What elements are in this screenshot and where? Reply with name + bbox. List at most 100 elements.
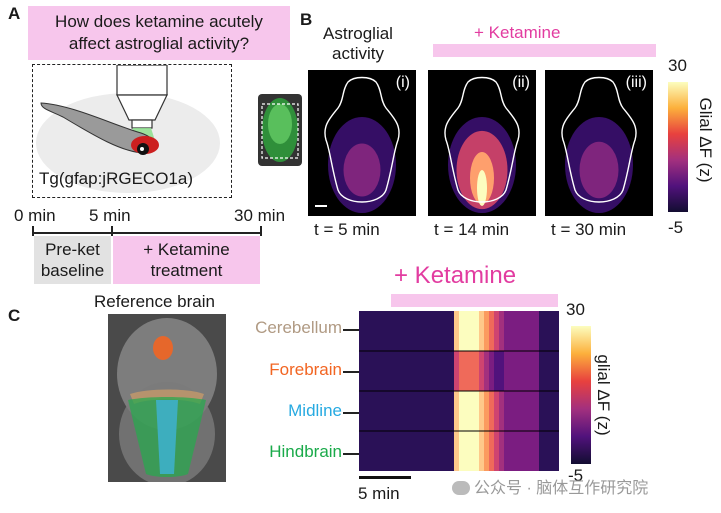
ketamine-label-b: + Ketamine (474, 23, 561, 42)
heatmap-cell (419, 351, 425, 391)
heatmap-cell (394, 431, 400, 471)
heatmap-cell (524, 351, 530, 391)
heatmap-cell (424, 311, 430, 351)
heatmap-cell (469, 311, 475, 351)
heatmap-cell (364, 351, 370, 391)
colorbar-b (668, 82, 688, 212)
colorbar-b-min: -5 (668, 218, 684, 237)
heatmap-cell (484, 311, 490, 351)
colorbar-c-max: 30 (566, 300, 585, 319)
timeline-tick-0: 0 min (14, 206, 56, 225)
heatmap-cell (514, 351, 520, 391)
panel-a-letter: A (8, 4, 21, 23)
heatmap-cell (429, 311, 435, 351)
heatmap-cell (504, 391, 510, 431)
heatmap-cell (394, 391, 400, 431)
treatment-line-2: treatment (150, 261, 223, 280)
heatmap-cell (424, 431, 430, 471)
heatmap-cell (444, 391, 450, 431)
fish-line-label: Tg(gfap:jRGECO1a) (39, 169, 193, 188)
astroglial-title-line-2: activity (332, 44, 384, 63)
heatmap-cell (509, 431, 515, 471)
heatmap-cell (374, 351, 380, 391)
heatmap-cell (404, 311, 410, 351)
heatmap-cell (514, 311, 520, 351)
heatmap-cell (384, 311, 390, 351)
fish-illustration (36, 65, 220, 193)
region-connector-line (343, 371, 359, 373)
heatmap-cell (499, 311, 505, 351)
heatmap-cell (414, 351, 420, 391)
heatmap-cell (389, 311, 395, 351)
heatmap-cell (434, 431, 440, 471)
heatmap-cell (424, 391, 430, 431)
heatmap-cell (499, 431, 505, 471)
panel-time-label: t = 30 min (551, 220, 627, 239)
heatmap-cell (359, 311, 365, 351)
heatmap-cell (379, 311, 385, 351)
watermark: 公众号 · 脑体互作研究院 (452, 474, 648, 498)
heatmap-cell (474, 431, 480, 471)
heatmap-cell (384, 351, 390, 391)
heatmap-cell (494, 351, 500, 391)
heatmap-cell (479, 351, 485, 391)
region-label-forebrain: Forebrain (269, 360, 342, 379)
heatmap-cell (429, 351, 435, 391)
region-label-midline: Midline (288, 401, 342, 420)
colorbar-c (571, 326, 591, 464)
heatmap-cell (419, 391, 425, 431)
colorbar-c-min: -5 (568, 466, 584, 485)
heatmap-cell (539, 311, 545, 351)
region-connector-line (343, 329, 359, 331)
heatmap-cell (554, 391, 560, 431)
heatmap-cell (404, 351, 410, 391)
brain-activity-map (561, 76, 637, 213)
heatmap-cell (374, 431, 380, 471)
heatmap-cell (514, 391, 520, 431)
heatmap-cell (374, 311, 380, 351)
heatmap-cell (409, 351, 415, 391)
region-connector-line (343, 453, 359, 455)
heatmap-cell (489, 431, 495, 471)
heatmap-cell (459, 311, 465, 351)
heatmap-cell (529, 431, 535, 471)
heatmap-cell (409, 431, 415, 471)
astroglial-title-line-1: Astroglial (323, 24, 393, 43)
question-line-1: How does ketamine acutely (55, 12, 263, 31)
heatmap-cell (409, 311, 415, 351)
heatmap-cell (554, 431, 560, 471)
heatmap-cell (539, 391, 545, 431)
heatmap-cell (429, 431, 435, 471)
colorbar-b-max: 30 (668, 56, 687, 75)
heatmap-cell (369, 431, 375, 471)
heatmap-cell (519, 351, 525, 391)
heatmap-cell (454, 311, 460, 351)
time-scale-label: 5 min (358, 484, 400, 503)
heatmap-cell (494, 431, 500, 471)
heatmap-cell (474, 351, 480, 391)
heatmap-cell (399, 351, 405, 391)
heatmap-cell (379, 431, 385, 471)
heatmap-cell (439, 351, 445, 391)
heatmap-cell (359, 431, 365, 471)
heatmap-cell (464, 311, 470, 351)
heatmap-cell (424, 351, 430, 391)
heatmap-cell (524, 391, 530, 431)
heatmap-cell (549, 391, 555, 431)
heatmap-cell (419, 431, 425, 471)
brain-activity-panel: (ii) (428, 70, 536, 216)
heatmap-cell (404, 431, 410, 471)
heatmap-cell (444, 431, 450, 471)
heatmap-cell (449, 351, 455, 391)
heatmap-cell (374, 391, 380, 431)
baseline-line-1: Pre-ket (45, 240, 100, 259)
region-label-cerebellum: Cerebellum (255, 318, 342, 337)
heatmap-cell (544, 431, 550, 471)
panel-time-label: t = 14 min (434, 220, 510, 239)
heatmap-cell (454, 391, 460, 431)
reference-brain-title: Reference brain (94, 292, 215, 311)
heatmap-cell (529, 311, 535, 351)
heatmap-cell (459, 351, 465, 391)
heatmap-cell (364, 391, 370, 431)
heatmap-cell (474, 311, 480, 351)
